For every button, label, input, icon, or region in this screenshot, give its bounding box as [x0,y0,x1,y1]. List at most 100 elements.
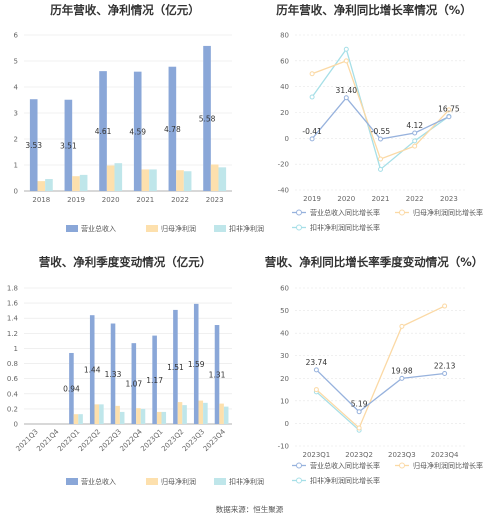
chart-3-bar-deducted-2 [78,414,83,424]
chart-3-y-tick-label: 1.2 [7,330,18,338]
chart-1-bar-deducted-4 [183,171,192,191]
chart-2-x-tick-label: 2019 [303,195,321,203]
chart-1-bar-deducted-0 [45,179,53,191]
chart-4-point-series-1 [399,375,405,381]
chart-3-bar-netprofit-5 [136,408,141,424]
chart-4-line-data-label: 23.74 [306,358,328,367]
chart-4-point-series-2 [442,303,448,309]
chart-2-point-series-2 [309,71,315,77]
chart-3-y-tick-label: 0.2 [7,405,18,413]
chart-1-y-tick-label: 2 [14,136,18,144]
chart-1-bar-netprofit-4 [176,170,184,191]
chart-3-legend-label: 归母净利润 [161,477,196,486]
chart-1-legend-label: 营业总收入 [81,224,116,233]
chart-3-bar-revenue-6 [152,335,157,424]
chart-2-y-tick-label: -40 [278,187,289,195]
chart-4-point-series-2 [356,425,362,431]
chart-3-bar-data-label: 1.07 [125,380,142,389]
chart-4-point-series-2 [313,387,319,393]
chart-1-y-tick-label: 6 [14,32,19,40]
chart-2-point-series-2 [446,107,452,113]
chart-3-bar-netprofit-4 [115,405,120,424]
chart-1-bar-revenue-1 [64,99,73,191]
chart-1-x-tick-label: 2019 [67,196,85,204]
chart-3-bar-revenue-8 [193,303,199,424]
chart-1-bar-revenue-0 [29,99,38,191]
data-source-footer: 数据来源：恒生聚源 [216,504,284,514]
chart-2-line-data-label: 31.40 [336,86,358,95]
chart-1-x-tick-label: 2018 [32,196,50,204]
chart-2-legend-marker [296,209,302,216]
chart-1-y-tick-label: 5 [14,58,18,66]
chart-1-bar-data-label: 3.53 [25,141,42,150]
chart-1-legend-swatch [146,225,158,232]
chart-4-x-tick-label: 2023Q1 [302,451,330,459]
chart-4-line-series-1 [315,369,445,413]
chart-1-bar-netprofit-3 [141,169,150,191]
chart-1-bar-deducted-3 [149,169,157,191]
chart-4-legend-marker [296,477,302,484]
chart-2-point-series-3 [378,166,383,172]
chart-3-y-tick-label: 0.8 [7,360,18,368]
chart-2-line-series-3 [311,47,450,171]
chart-4-point-series-2 [399,323,405,329]
chart-3-bar-data-label: 0.94 [63,384,80,393]
chart-1-bar-data-label: 3.51 [60,141,77,150]
chart-1-bar-deducted-5 [218,167,227,191]
chart-1-bar-revenue-5 [203,45,211,191]
chart-1-bar-data-label: 5.58 [199,114,216,123]
chart-3-bar-deducted-5 [140,408,146,424]
chart-1-legend-label: 扣非净利润 [229,224,264,233]
chart-3-bar-netprofit-6 [156,411,162,424]
chart-2-y-tick-label: -20 [278,161,289,169]
chart-2-y-tick-label: 40 [280,83,289,91]
chart-3-legend-label: 扣非净利润 [229,477,264,486]
chart-2-point-series-2 [343,58,349,64]
chart-3-bar-revenue-5 [131,343,137,424]
chart-3-bar-netprofit-8 [198,400,204,424]
chart-2-legend-marker [296,224,302,231]
chart-4-y-tick-label: 20 [280,375,289,383]
chart-3-y-tick-label: 0.6 [7,375,19,383]
chart-1-y-tick-label: 0 [14,188,18,196]
chart-3-bar-deducted-6 [161,411,167,424]
chart-1-bar-netprofit-0 [37,181,46,191]
chart-3-y-tick-label: 1.8 [7,285,18,293]
chart-3-bar-revenue-7 [173,309,178,424]
chart-1-bar-revenue-2 [99,71,107,191]
chart-4-y-tick-label: 60 [280,285,289,293]
chart-3-bar-deducted-7 [182,405,187,424]
chart-3-y-tick-label: 0.4 [7,390,19,398]
chart-1-x-tick-label: 2023 [206,196,224,204]
chart-3-bar-revenue-2 [69,352,74,424]
chart-4-point-series-1 [313,367,319,373]
chart-1-bar-netprofit-5 [210,164,219,191]
chart-3-bar-netprofit-7 [177,402,183,424]
chart-1-bar-data-label: 4.78 [164,125,181,134]
chart-3-title: 营收、净利季度变动情况（亿元） [39,255,212,269]
chart-3-y-tick-label: 1 [14,345,18,353]
chart-2-point-series-3 [309,94,315,100]
chart-3-bar-revenue-4 [110,323,116,424]
chart-2-point-series-2 [412,143,418,149]
chart-2-y-tick-label: 20 [280,109,289,117]
chart-2-point-series-3 [343,46,349,52]
chart-1-x-tick-label: 2021 [136,196,154,204]
chart-3-bar-data-label: 1.31 [209,371,226,380]
chart-4-title: 营收、净利同比增长率季度变动情况（%） [265,255,484,269]
chart-2-point-series-2 [378,156,383,162]
chart-4-y-tick-label: 50 [280,307,289,315]
chart-3-y-tick-label: 0 [14,421,18,429]
chart-4-x-tick-label: 2023Q4 [431,451,459,459]
chart-3-bar-deducted-4 [119,411,125,424]
chart-2-legend-label: 营业总收入同比增长率 [310,208,380,217]
chart-2-line-series-2 [311,59,450,160]
chart-1-bar-deducted-1 [79,174,88,191]
chart-3-legend-label: 营业总收入 [81,477,116,486]
chart-1-bar-netprofit-2 [106,165,115,191]
chart-2-line-data-label: 4.12 [406,121,423,130]
chart-2-x-tick-label: 2022 [406,195,424,203]
chart-3-bar-data-label: 1.17 [146,376,163,385]
chart-4-line-series-2 [315,305,445,430]
chart-1-legend-swatch [214,225,226,232]
